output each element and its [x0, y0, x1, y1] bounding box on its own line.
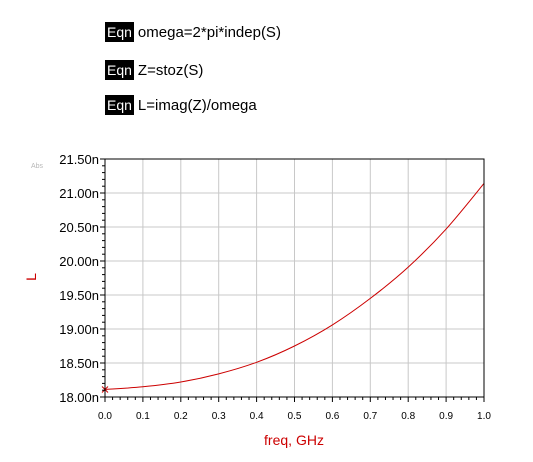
- plot-border: [104, 158, 485, 398]
- x-tick-label: 0.7: [363, 411, 377, 422]
- x-tick-label: 0.2: [174, 411, 188, 422]
- series-line[interactable]: [104, 183, 485, 391]
- equation-text: omega=2*pi*indep(S): [137, 23, 281, 41]
- x-tick-label: 0.3: [212, 411, 226, 422]
- y-tick-label: 21.50n: [59, 152, 99, 167]
- x-tick-label: 0.9: [439, 411, 453, 422]
- x-axis-ticks: 0.0 0.1 0.2 0.3 0.4 0.5 0.6 0.7 0.8 0.9 1.0: [98, 411, 491, 422]
- equation-z[interactable]: Eqn Z=stoz(S): [105, 60, 203, 80]
- y-tick-label: 18.50n: [59, 356, 99, 371]
- y-tick-label: 20.50n: [59, 220, 99, 235]
- equation-text: Z=stoz(S): [137, 61, 204, 79]
- x-tick-label: 0.1: [136, 411, 150, 422]
- equation-omega[interactable]: Eqn omega=2*pi*indep(S): [105, 22, 281, 42]
- trace-layer: [101, 183, 485, 393]
- eqn-badge: Eqn: [105, 95, 134, 115]
- eqn-badge: Eqn: [105, 22, 134, 42]
- x-tick-label: 1.0: [477, 411, 491, 422]
- corner-label: Abs: [31, 163, 44, 170]
- x-tick-label: 0.0: [98, 411, 112, 422]
- y-axis-ticks: 18.00n 18.50n 19.00n 19.50n 20.00n 20.50n 21.0…: [59, 152, 99, 405]
- y-tick-label: 20.00n: [59, 254, 99, 269]
- x-tick-label: 0.5: [288, 411, 302, 422]
- y-tick-label: 19.00n: [59, 322, 99, 337]
- y-tick-label: 21.00n: [59, 186, 99, 201]
- grid: [105, 159, 484, 397]
- plot-frame: [100, 158, 485, 402]
- x-tick-label: 0.6: [325, 411, 339, 422]
- x-tick-label: 0.4: [250, 411, 264, 422]
- equation-text: L=imag(Z)/omega: [137, 96, 257, 114]
- y-tick-label: 19.50n: [59, 288, 99, 303]
- x-tick-label: 0.8: [401, 411, 415, 422]
- eqn-badge: Eqn: [105, 60, 134, 80]
- equation-l[interactable]: Eqn L=imag(Z)/omega: [105, 95, 257, 115]
- y-axis-label: L: [23, 273, 39, 281]
- x-axis-label: freq, GHz: [264, 432, 324, 448]
- y-tick-label: 18.00n: [59, 390, 99, 405]
